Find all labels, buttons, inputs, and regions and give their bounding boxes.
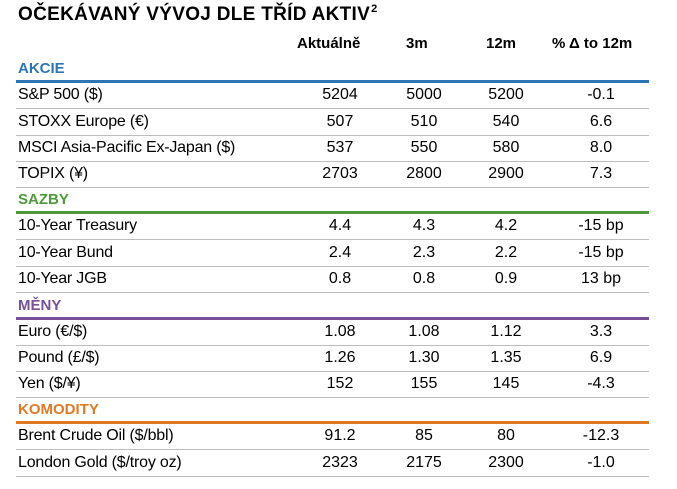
section-divider bbox=[16, 211, 649, 214]
column-header-current: Aktuálně bbox=[297, 35, 361, 52]
cell-value: -4.3 bbox=[587, 375, 615, 392]
column-header-pct-change: % Δ to 12m bbox=[552, 35, 633, 52]
cell-value: 537 bbox=[326, 139, 354, 156]
cell-value: 1.12 bbox=[490, 323, 522, 340]
cell-value: 155 bbox=[410, 375, 438, 392]
cell-value: 7.3 bbox=[589, 165, 613, 182]
table-row: London Gold ($/troy oz) 2323 2175 2300 -1.0 bbox=[16, 451, 649, 477]
row-label: TOPIX (¥) bbox=[18, 165, 88, 182]
cell-value: 4.4 bbox=[328, 217, 352, 234]
cell-value: -0.1 bbox=[587, 86, 615, 103]
cell-value: 5200 bbox=[488, 86, 524, 103]
cell-value: 0.9 bbox=[494, 270, 518, 287]
cell-value: 2.4 bbox=[328, 244, 352, 261]
cell-value: 3.3 bbox=[589, 323, 613, 340]
row-label: Brent Crude Oil ($/bbl) bbox=[18, 427, 174, 444]
row-label: London Gold ($/troy oz) bbox=[18, 454, 182, 471]
cell-value: 1.30 bbox=[408, 349, 440, 366]
cell-value: 2.2 bbox=[494, 244, 518, 261]
title-footnote-marker: 2 bbox=[371, 3, 378, 15]
cell-value: 145 bbox=[492, 375, 520, 392]
cell-value: 0.8 bbox=[328, 270, 352, 287]
cell-value: 5000 bbox=[406, 86, 442, 103]
section-label: KOMODITY bbox=[18, 401, 99, 418]
table-row: Pound (£/$) 1.26 1.30 1.35 6.9 bbox=[16, 346, 649, 372]
row-label: 10-Year JGB bbox=[18, 270, 107, 287]
cell-value: 2.3 bbox=[412, 244, 436, 261]
cell-value: 8.0 bbox=[589, 139, 613, 156]
cell-value: 510 bbox=[410, 113, 438, 130]
table-row: Yen ($/¥) 152 155 145 -4.3 bbox=[16, 372, 649, 398]
table-row: MSCI Asia-Pacific Ex-Japan ($) 537 550 580 8… bbox=[16, 136, 649, 162]
section-header: SAZBY bbox=[16, 188, 649, 214]
cell-value: 2300 bbox=[488, 454, 524, 471]
cell-value: 2175 bbox=[406, 454, 442, 471]
cell-value: 1.08 bbox=[324, 323, 356, 340]
cell-value: 13 bp bbox=[580, 270, 622, 287]
cell-value: 6.9 bbox=[589, 349, 613, 366]
section-label: SAZBY bbox=[18, 191, 69, 208]
table-row: 10-Year Bund 2.4 2.3 2.2 -15 bp bbox=[16, 241, 649, 267]
row-label: Yen ($/¥) bbox=[18, 375, 81, 392]
section-divider bbox=[16, 421, 649, 424]
row-label: MSCI Asia-Pacific Ex-Japan ($) bbox=[18, 139, 236, 156]
table-row: Euro (€/$) 1.08 1.08 1.12 3.3 bbox=[16, 320, 649, 346]
cell-value: 4.3 bbox=[412, 217, 436, 234]
table-row: TOPIX (¥) 2703 2800 2900 7.3 bbox=[16, 162, 649, 188]
cell-value: -15 bp bbox=[578, 217, 624, 234]
cell-value: 580 bbox=[492, 139, 520, 156]
cell-value: 91.2 bbox=[324, 427, 356, 444]
cell-value: 2323 bbox=[322, 454, 358, 471]
table-title: OČEKÁVANÝ VÝVOJ DLE TŘÍD AKTIV2 bbox=[18, 3, 378, 26]
table-row: Brent Crude Oil ($/bbl) 91.2 85 80 -12.3 bbox=[16, 424, 649, 450]
row-label: 10-Year Treasury bbox=[18, 217, 137, 234]
table-row: S&P 500 ($) 5204 5000 5200 -0.1 bbox=[16, 83, 649, 109]
row-label: Euro (€/$) bbox=[18, 323, 88, 340]
cell-value: 85 bbox=[415, 427, 433, 444]
cell-value: 507 bbox=[326, 113, 354, 130]
column-header-3m: 3m bbox=[406, 35, 428, 52]
cell-value: 1.26 bbox=[324, 349, 356, 366]
cell-value: 5204 bbox=[322, 86, 358, 103]
table-row: STOXX Europe (€) 507 510 540 6.6 bbox=[16, 110, 649, 136]
row-label: Pound (£/$) bbox=[18, 349, 100, 366]
section-header: MĚNY bbox=[16, 294, 649, 320]
cell-value: 1.08 bbox=[408, 323, 440, 340]
cell-value: 152 bbox=[326, 375, 354, 392]
cell-value: 2703 bbox=[322, 165, 358, 182]
cell-value: 550 bbox=[410, 139, 438, 156]
cell-value: -15 bp bbox=[578, 244, 624, 261]
cell-value: -12.3 bbox=[582, 427, 620, 444]
cell-value: 6.6 bbox=[589, 113, 613, 130]
table-row: 10-Year JGB 0.8 0.8 0.9 13 bp bbox=[16, 267, 649, 293]
cell-value: -1.0 bbox=[587, 454, 615, 471]
row-label: STOXX Europe (€) bbox=[18, 113, 149, 130]
section-label: MĚNY bbox=[18, 297, 62, 314]
cell-value: 4.2 bbox=[494, 217, 518, 234]
table-title-text: OČEKÁVANÝ VÝVOJ DLE TŘÍD AKTIV bbox=[18, 4, 371, 25]
section-label: AKCIE bbox=[18, 60, 65, 77]
cell-value: 80 bbox=[497, 427, 515, 444]
section-header: KOMODITY bbox=[16, 398, 649, 424]
cell-value: 2800 bbox=[406, 165, 442, 182]
section-divider bbox=[16, 80, 649, 83]
cell-value: 1.35 bbox=[490, 349, 522, 366]
row-label: S&P 500 ($) bbox=[18, 86, 103, 103]
table-row: 10-Year Treasury 4.4 4.3 4.2 -15 bp bbox=[16, 214, 649, 240]
section-divider bbox=[16, 317, 649, 320]
column-header-12m: 12m bbox=[486, 35, 517, 52]
section-header: AKCIE bbox=[16, 57, 649, 83]
cell-value: 2900 bbox=[488, 165, 524, 182]
cell-value: 0.8 bbox=[412, 270, 436, 287]
cell-value: 540 bbox=[492, 113, 520, 130]
row-label: 10-Year Bund bbox=[18, 244, 113, 261]
